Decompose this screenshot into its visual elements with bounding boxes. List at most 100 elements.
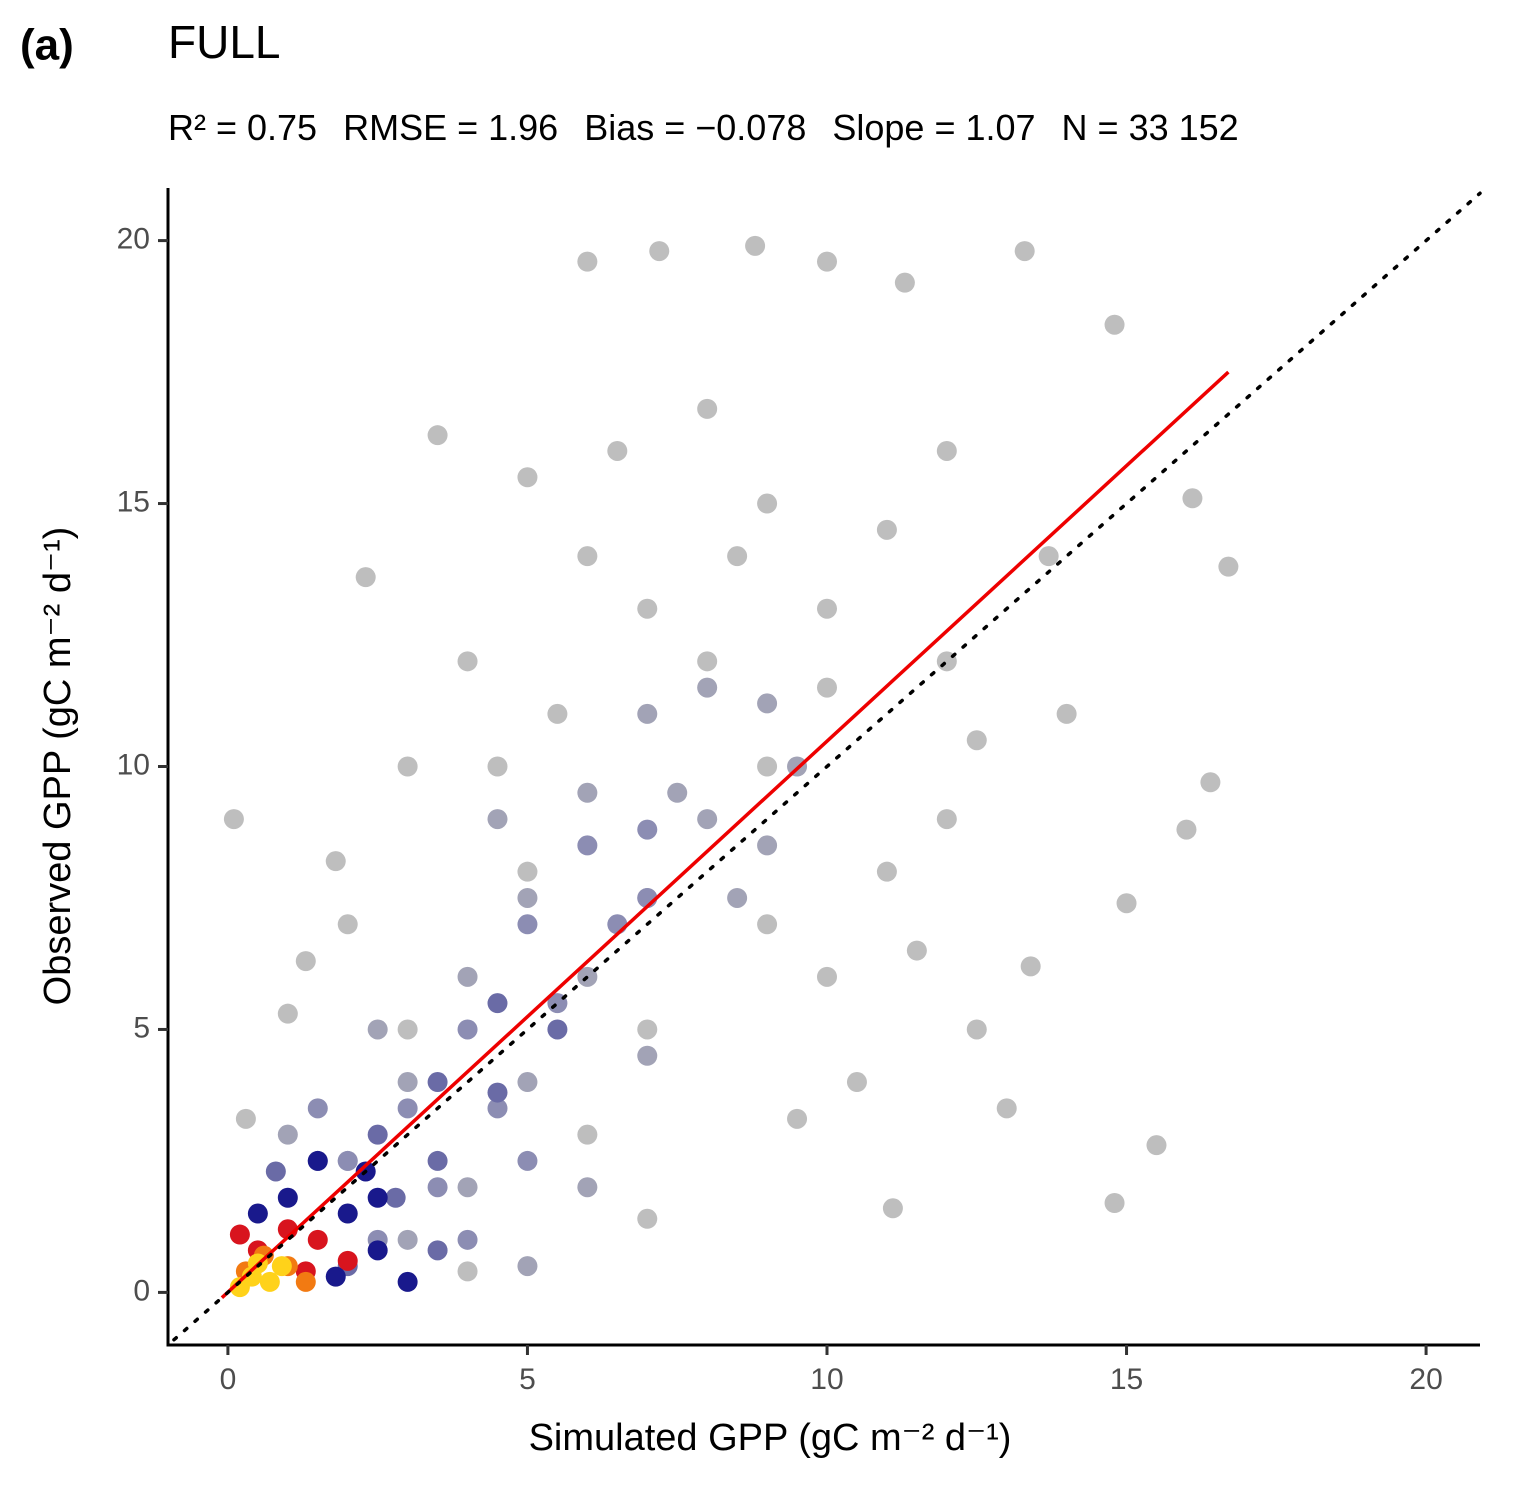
point: [906, 940, 927, 961]
point: [1104, 1193, 1125, 1214]
point: [816, 251, 837, 272]
point: [936, 809, 957, 830]
x-tick-label: 5: [519, 1363, 536, 1396]
point: [517, 1072, 538, 1093]
point: [367, 1124, 388, 1145]
point: [457, 651, 478, 672]
point: [229, 1277, 250, 1298]
y-tick-label: 0: [133, 1274, 150, 1307]
point: [325, 851, 346, 872]
y-tick-label: 5: [133, 1011, 150, 1044]
point: [517, 887, 538, 908]
point: [637, 703, 658, 724]
point: [355, 567, 376, 588]
point: [367, 1240, 388, 1261]
point: [487, 993, 508, 1014]
point: [517, 1150, 538, 1171]
subtitle: R² = 0.75 RMSE = 1.96 Bias = −0.078 Slope =…: [168, 107, 1239, 148]
point: [337, 1203, 358, 1224]
point: [307, 1229, 328, 1250]
chart-title: FULL: [168, 16, 280, 68]
point: [637, 819, 658, 840]
point: [1176, 819, 1197, 840]
point: [223, 809, 244, 830]
point: [577, 546, 598, 567]
point: [787, 1108, 808, 1129]
point: [277, 1187, 298, 1208]
point: [966, 1019, 987, 1040]
point: [577, 1124, 598, 1145]
point: [277, 1124, 298, 1145]
y-tick-label: 20: [117, 223, 150, 256]
point: [235, 1108, 256, 1129]
point: [637, 1045, 658, 1066]
subtitle-item: RMSE = 1.96: [343, 107, 558, 148]
point: [637, 1019, 658, 1040]
panel-label: (a): [20, 21, 74, 70]
point: [385, 1187, 406, 1208]
point: [367, 1187, 388, 1208]
x-tick-label: 0: [220, 1363, 237, 1396]
point: [397, 1271, 418, 1292]
point: [1020, 956, 1041, 977]
point: [577, 1177, 598, 1198]
point: [1218, 556, 1239, 577]
point: [697, 651, 718, 672]
subtitle-item: N = 33 152: [1062, 107, 1239, 148]
point: [427, 1177, 448, 1198]
point: [397, 756, 418, 777]
point: [337, 914, 358, 935]
point: [966, 730, 987, 751]
reference-line: [172, 191, 1482, 1342]
point: [265, 1161, 286, 1182]
point: [882, 1198, 903, 1219]
point: [816, 598, 837, 619]
point: [457, 966, 478, 987]
x-tick-label: 10: [810, 1363, 843, 1396]
point: [876, 519, 897, 540]
x-tick-label: 15: [1110, 1363, 1143, 1396]
point: [307, 1098, 328, 1119]
plot-area: [172, 191, 1482, 1342]
point: [577, 782, 598, 803]
point: [757, 914, 778, 935]
point: [295, 1271, 316, 1292]
y-axis-title: Observed GPP (gC m⁻² d⁻¹): [37, 527, 79, 1006]
point: [307, 1150, 328, 1171]
y-tick-label: 10: [117, 748, 150, 781]
subtitle-item: Bias = −0.078: [584, 107, 806, 148]
point: [427, 425, 448, 446]
point: [517, 861, 538, 882]
x-axis-title: Simulated GPP (gC m⁻² d⁻¹): [529, 1417, 1012, 1459]
point: [637, 598, 658, 619]
point: [757, 835, 778, 856]
point: [697, 398, 718, 419]
point: [397, 1019, 418, 1040]
point: [1038, 546, 1059, 567]
point: [697, 809, 718, 830]
fit-line: [220, 370, 1230, 1299]
point: [259, 1271, 280, 1292]
point: [487, 1082, 508, 1103]
point: [457, 1177, 478, 1198]
point: [577, 251, 598, 272]
point: [876, 861, 897, 882]
point: [337, 1150, 358, 1171]
point: [397, 1098, 418, 1119]
point: [996, 1098, 1017, 1119]
point: [457, 1019, 478, 1040]
point: [457, 1261, 478, 1282]
point: [397, 1229, 418, 1250]
point: [816, 966, 837, 987]
point: [757, 693, 778, 714]
point: [271, 1256, 292, 1277]
point: [607, 440, 628, 461]
x-tick-label: 20: [1409, 1363, 1442, 1396]
point: [427, 1150, 448, 1171]
point: [487, 756, 508, 777]
subtitle-item: R² = 0.75: [168, 107, 317, 148]
point: [295, 951, 316, 972]
point: [487, 809, 508, 830]
point: [427, 1240, 448, 1261]
